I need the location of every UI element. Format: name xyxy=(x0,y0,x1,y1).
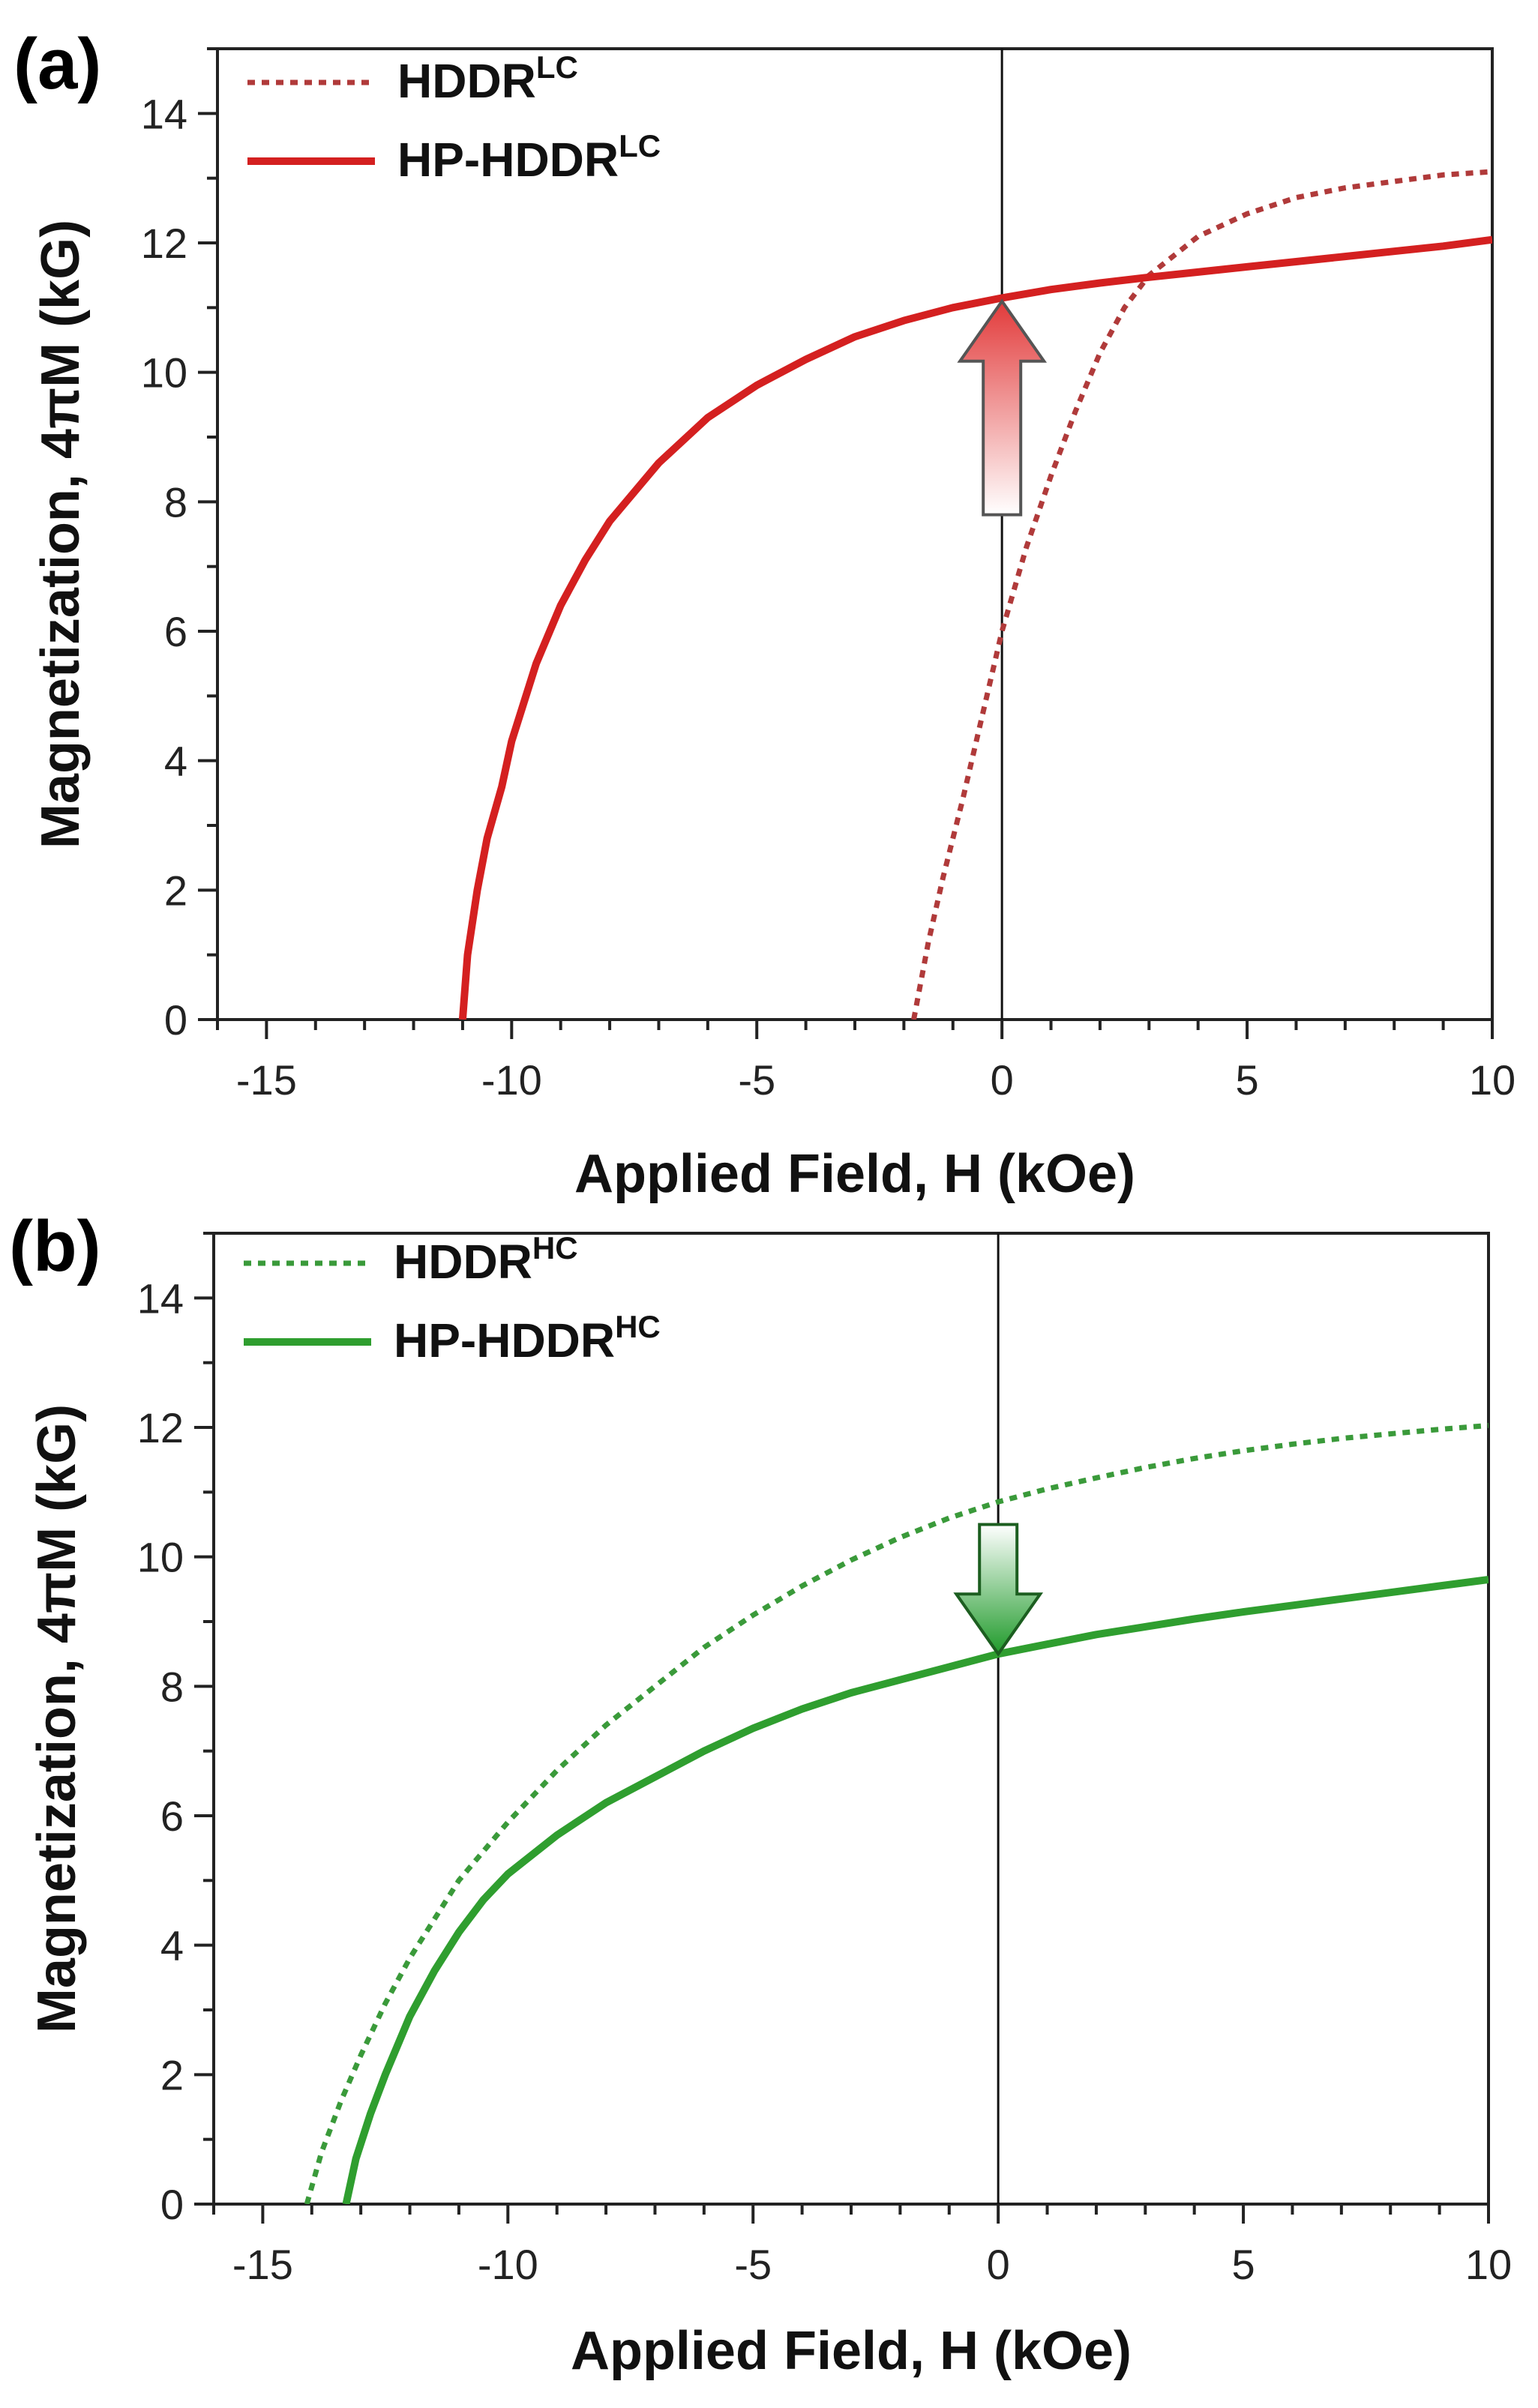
legend-label: HDDRHC xyxy=(394,1230,578,1289)
y-tick-label: 4 xyxy=(164,738,187,785)
legend-label: HP-HDDRLC xyxy=(397,128,661,187)
legend-label-superscript: HC xyxy=(532,1230,578,1265)
legend-label-main: HP-HDDR xyxy=(397,133,619,187)
panel-a: (a) -15 -10 -5 0 5 10 0 2 4 6 8 10 12 14 Applied Field,… xyxy=(13,24,1516,1204)
legend-label-main: HDDR xyxy=(394,1235,532,1289)
x-tick-label: 10 xyxy=(1465,2241,1512,2288)
x-tick-label: 0 xyxy=(991,1056,1014,1104)
y-tick-label: 2 xyxy=(160,2051,184,2098)
legend-label: HP-HDDRHC xyxy=(394,1309,661,1367)
y-tick-label: 14 xyxy=(141,90,187,137)
legend-label-superscript: LC xyxy=(619,128,661,163)
series-line-hp-hddr-lc xyxy=(458,235,1492,1020)
panel-label: (a) xyxy=(13,24,101,104)
y-tick-label: 0 xyxy=(160,2181,184,2228)
legend-label-superscript: LC xyxy=(536,49,578,85)
y-tick-label: 6 xyxy=(164,608,187,655)
y-tick-label: 4 xyxy=(160,1922,184,1969)
y-tick-label: 0 xyxy=(164,996,187,1044)
panel-b: (b) -15 -10 -5 0 5 10 0 2 4 6 8 10 12 14 Applied Field,… xyxy=(9,1206,1512,2381)
x-tick-label: 10 xyxy=(1469,1056,1516,1104)
x-tick-label: -5 xyxy=(734,2241,772,2288)
x-axis-title: Applied Field, H (kOe) xyxy=(574,1144,1135,1204)
x-tick-label: 0 xyxy=(987,2241,1010,2288)
legend-label: HDDRLC xyxy=(397,49,578,108)
legend-label-main: HP-HDDR xyxy=(394,1313,615,1367)
y-tick-label: 10 xyxy=(141,349,187,397)
x-tick-label: 5 xyxy=(1235,1056,1258,1104)
plot-frame xyxy=(212,1232,1490,2206)
y-tick-label: 6 xyxy=(160,1793,184,1840)
x-tick-label: -15 xyxy=(232,2241,293,2288)
y-tick-label: 14 xyxy=(137,1274,184,1322)
y-tick-label: 8 xyxy=(164,478,187,526)
y-tick-label: 2 xyxy=(164,867,187,914)
y-tick-label: 12 xyxy=(141,220,187,267)
y-axis-title: Magnetization, 4πM (kG) xyxy=(31,220,91,849)
y-tick-label: 12 xyxy=(137,1404,184,1451)
x-tick-label: -5 xyxy=(738,1056,775,1104)
x-tick-label: 5 xyxy=(1231,2241,1255,2288)
y-tick-label: 10 xyxy=(137,1534,184,1581)
arrow-up-icon xyxy=(957,298,1048,517)
series-line-hddr-lc xyxy=(911,169,1492,1020)
arrow-down-icon xyxy=(953,1523,1044,1657)
series-line-hp-hddr-hc xyxy=(342,1575,1489,2204)
panel-label: (b) xyxy=(9,1206,101,1286)
legend-label-superscript: HC xyxy=(615,1309,661,1344)
x-tick-label: -10 xyxy=(478,2241,538,2288)
y-axis-title: Magnetization, 4πM (kG) xyxy=(27,1404,87,2033)
x-tick-label: -10 xyxy=(481,1056,542,1104)
y-tick-label: 8 xyxy=(160,1663,184,1710)
x-tick-label: -15 xyxy=(236,1056,297,1104)
series-line-hddr-hc xyxy=(304,1422,1489,2204)
legend-label-main: HDDR xyxy=(397,54,536,108)
x-axis-title: Applied Field, H (kOe) xyxy=(571,2321,1132,2381)
